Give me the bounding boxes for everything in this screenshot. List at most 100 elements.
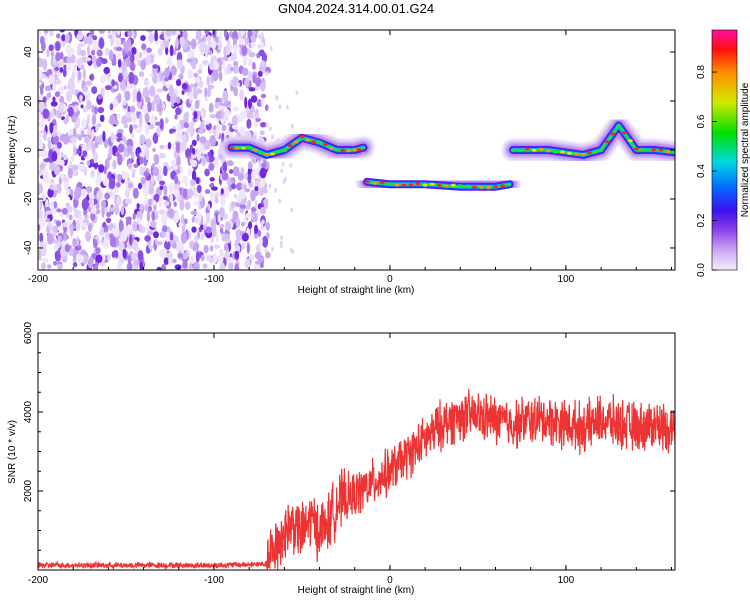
heatmap-noise-speck [114,204,119,216]
heatmap-noise-speck [118,241,125,252]
heatmap-noise-speck [230,201,237,208]
heatmap-noise-speck [44,30,49,34]
heatmap-noise-speck [147,205,153,212]
heatmap-noise-speck [38,94,43,101]
heatmap-noise-speck [45,85,52,92]
heatmap-noise-speck [207,86,212,97]
heatmap-noise-speck [258,49,265,57]
heatmap-ridge-hotspot [293,140,299,144]
heatmap-noise-speck [210,218,217,230]
heatmap-noise-speck [144,197,149,207]
heatmap-noise-speck [136,203,140,209]
heatmap-noise-speck [83,214,89,220]
heatmap-noise-speck [132,239,139,251]
heatmap-noise-speck [38,216,46,229]
heatmap-noise-speck [200,254,205,262]
heatmap-noise-speck [212,69,219,82]
heatmap-ridge-hotspot [622,131,627,135]
heatmap-noise-speck [208,102,214,113]
heatmap-noise-speck [58,159,65,166]
heatmap-ridge-hotspot [567,151,572,155]
snr-x-tick-label: -100 [204,575,224,586]
heatmap-noise-speck [241,242,246,250]
heatmap-noise-speck [198,128,205,134]
heatmap-noise-speck [239,111,247,119]
heatmap-noise-speck [152,147,157,153]
heatmap-noise-speck [139,156,144,165]
heatmap-noise-speck [242,56,247,67]
snr-x-ticks: -200 -100 0 100 [28,333,672,586]
heatmap-noise-speck [46,233,54,245]
heatmap-ridge-hotspot [560,150,565,154]
heatmap-noise-speck [219,262,226,270]
heatmap-noise-speck [175,79,182,87]
colorbar-tick-label: 0.4 [696,164,707,178]
heatmap-noise-speck [164,67,170,78]
heatmap-noise-speck [145,54,152,66]
heatmap-ridge-hotspot [472,185,477,189]
heatmap-noise-speck [278,198,282,204]
heatmap-ridge-hotspot [379,181,385,185]
heatmap-noise-speck [120,205,125,216]
heatmap-noise-speck [116,181,121,188]
heatmap-noise-speck [126,138,134,148]
heatmap-noise-speck [76,236,80,247]
heatmap-noise-speck [68,214,73,221]
heatmap-noise-speck [149,72,153,78]
heatmap-noise-speck [80,104,84,109]
heatmap-noise-speck [260,220,264,226]
heatmap-noise-speck [174,175,179,184]
heatmap-noise-speck [87,141,91,151]
heatmap-noise-speck [52,96,56,103]
heatmap-noise-speck [121,170,127,180]
heatmap-ridge-hotspot [479,186,484,189]
heatmap-noise-speck [229,44,233,53]
heatmap-noise-speck [240,184,247,189]
heatmap-ridge-hotspot [486,186,491,190]
heatmap-noise-speck [190,210,198,216]
heatmap-noise-speck [250,95,258,103]
heatmap-noise-speck [259,236,263,246]
heatmap-noise-speck [255,117,261,123]
heatmap-noise-speck [217,253,224,264]
heatmap-noise-speck [96,58,102,68]
heatmap-noise-speck [92,35,98,41]
heatmap-noise-speck [80,188,88,199]
heatmap-noise-speck [226,160,234,167]
heatmap-noise-speck [190,255,195,265]
heatmap-noise-speck [192,147,196,155]
heatmap-noise-speck [260,41,265,48]
heatmap-noise-speck [76,116,81,128]
heatmap-panel: -200 -100 0 100 40 20 0 -20 -40 Height of strai… [7,29,676,296]
heatmap-noise-speck [55,220,62,227]
heatmap-noise-speck [88,192,94,200]
heatmap-noise-speck [85,80,93,87]
heatmap-ridge-hotspot [651,148,657,152]
heatmap-noise-speck [173,212,180,224]
heatmap-noise-speck [158,196,163,208]
heatmap-noise-speck [119,258,124,264]
heatmap-noise-speck [225,221,232,231]
heatmap-noise-speck [130,53,135,63]
heatmap-noise-speck [111,60,117,66]
heatmap-ridge-hotspot [500,184,505,188]
heatmap-noise-speck [94,105,98,115]
heatmap-noise-speck [181,133,187,144]
heatmap-noise-speck [119,80,127,91]
heatmap-noise-speck [42,96,47,103]
heatmap-noise-speck [236,82,241,87]
heatmap-noise-speck [207,151,212,157]
heatmap-noise-speck [231,183,236,190]
heatmap-noise-speck [245,204,251,210]
heatmap-noise-speck [127,224,132,234]
heatmap-noise-speck [52,225,59,234]
heatmap-noise-speck [151,211,156,221]
heatmap-noise-speck [191,139,197,147]
heatmap-noise-speck [260,81,266,92]
snr-plot-area [38,333,675,570]
heatmap-noise-speck [41,262,46,270]
heatmap-noise-speck [58,177,62,186]
heatmap-noise-speck [82,150,88,157]
heatmap-noise-speck [103,165,107,175]
heatmap-noise-speck [259,206,267,215]
